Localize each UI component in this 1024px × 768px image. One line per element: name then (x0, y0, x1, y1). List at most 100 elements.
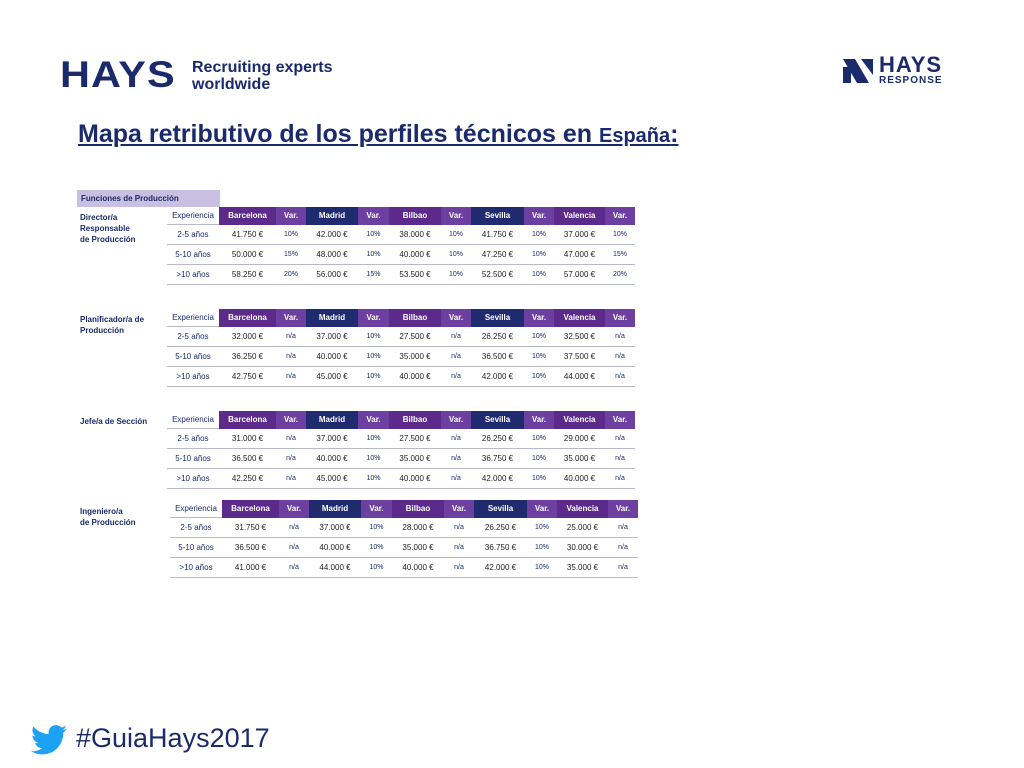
salary-cell: 36.750 € (471, 448, 524, 469)
salary-cell: 35.000 € (389, 448, 441, 469)
salary-cell: 38.000 € (389, 224, 441, 245)
experiencia-header: Experiencia (167, 411, 219, 429)
response-logo-line-1: HAYS (879, 52, 943, 77)
variable-cell: 10% (524, 448, 554, 469)
salary-cell: 36.750 € (474, 537, 527, 558)
salary-cell: 42.000 € (471, 468, 524, 489)
salary-cell: 30.000 € (557, 537, 608, 558)
hays-response-mark-icon (843, 59, 873, 83)
variable-cell: 20% (276, 264, 306, 285)
salary-cell: 40.000 € (306, 346, 358, 367)
variable-cell: 10% (605, 224, 635, 245)
salary-cell: 26.250 € (471, 326, 524, 347)
variable-cell: 10% (524, 346, 554, 367)
table-row: 2-5 años 41.750 €10% 42.000 €10% 38.000 €10… (167, 224, 635, 245)
salary-cell: 56.000 € (306, 264, 358, 285)
var-header: Var. (358, 207, 389, 225)
group-label: Planificador/a de Producción (80, 315, 145, 335)
variable-cell: 10% (358, 468, 389, 489)
table-row: 5-10 años 36.500 € n/a 40.000 €10% 35.000 € n… (167, 448, 635, 469)
salary-cell: 37.000 € (309, 517, 361, 538)
table-row: >10 años 58.250 €20% 56.000 €15% 53.500 €10… (167, 264, 635, 285)
experience-cell: >10 años (170, 557, 222, 578)
experiencia-header: Experiencia (170, 500, 222, 518)
variable-cell: n/a (605, 366, 635, 387)
city-header: Sevilla (474, 500, 527, 518)
city-header: Sevilla (471, 411, 524, 429)
variable-cell: n/a (444, 537, 474, 558)
variable-cell: n/a (276, 448, 306, 469)
group-label: Director/a Responsable de Producción (80, 213, 136, 244)
table-row: >10 años 42.750 € n/a 45.000 €10% 40.000 € n/… (167, 366, 635, 387)
variable-cell: n/a (279, 537, 309, 558)
var-header: Var. (441, 411, 471, 429)
group-label: Ingeniero/a de Producción (80, 507, 136, 527)
salary-cell: 36.500 € (219, 448, 276, 469)
variable-cell: 20% (605, 264, 635, 285)
salary-cell: 40.000 € (306, 448, 358, 469)
salary-table: Experiencia Barcelona Var. Madrid Var. Bilbao… (170, 500, 638, 578)
experience-cell: 2-5 años (167, 428, 219, 449)
variable-cell: n/a (279, 517, 309, 538)
variable-cell: 10% (358, 224, 389, 245)
salary-table: Experiencia Barcelona Var. Madrid Var. Bilbao… (167, 411, 635, 489)
city-header: Barcelona (222, 500, 279, 518)
city-header: Sevilla (471, 309, 524, 327)
variable-cell: 10% (441, 244, 471, 265)
salary-cell: 41.000 € (222, 557, 279, 578)
variable-cell: n/a (276, 346, 306, 367)
hays-logo: HAYS (60, 54, 176, 95)
salary-cell: 53.500 € (389, 264, 441, 285)
variable-cell: n/a (605, 326, 635, 347)
salary-cell: 26.250 € (471, 428, 524, 449)
salary-cell: 37.000 € (306, 326, 358, 347)
experience-cell: 5-10 años (167, 346, 219, 367)
var-header: Var. (361, 500, 392, 518)
salary-table: Experiencia Barcelona Var. Madrid Var. Bilbao… (167, 207, 635, 285)
salary-cell: 35.000 € (389, 346, 441, 367)
city-header: Barcelona (219, 207, 276, 225)
var-header: Var. (527, 500, 557, 518)
city-header: Bilbao (389, 411, 441, 429)
experiencia-header: Experiencia (167, 309, 219, 327)
salary-cell: 27.500 € (389, 428, 441, 449)
variable-cell: n/a (276, 428, 306, 449)
salary-cell: 40.000 € (554, 468, 605, 489)
salary-cell: 50.000 € (219, 244, 276, 265)
variable-cell: 10% (358, 428, 389, 449)
variable-cell: 10% (524, 244, 554, 265)
variable-cell: n/a (605, 428, 635, 449)
variable-cell: 10% (276, 224, 306, 245)
group-label: Jefe/a de Sección (80, 417, 148, 426)
variable-cell: n/a (608, 557, 638, 578)
salary-cell: 40.000 € (389, 366, 441, 387)
variable-cell: 10% (524, 264, 554, 285)
salary-cell: 26.250 € (474, 517, 527, 538)
response-logo-line-2: RESPONSE (879, 75, 943, 86)
salary-cell: 42.750 € (219, 366, 276, 387)
variable-cell: 10% (358, 448, 389, 469)
city-header: Bilbao (389, 309, 441, 327)
variable-cell: 10% (441, 224, 471, 245)
variable-cell: 10% (441, 264, 471, 285)
city-header: Madrid (306, 411, 358, 429)
variable-cell: 10% (527, 557, 557, 578)
salary-cell: 42.250 € (219, 468, 276, 489)
variable-cell: 10% (524, 224, 554, 245)
city-header: Madrid (306, 309, 358, 327)
experience-cell: 2-5 años (167, 224, 219, 245)
experience-cell: 2-5 años (170, 517, 222, 538)
city-header: Barcelona (219, 309, 276, 327)
title-country: España (598, 125, 671, 147)
var-header: Var. (441, 207, 471, 225)
salary-cell: 45.000 € (306, 366, 358, 387)
experience-cell: 2-5 años (167, 326, 219, 347)
experience-cell: 5-10 años (167, 448, 219, 469)
variable-cell: n/a (441, 428, 471, 449)
variable-cell: 10% (524, 366, 554, 387)
table-header-row: Experiencia Barcelona Var. Madrid Var. Bilbao… (167, 309, 635, 327)
variable-cell: n/a (608, 517, 638, 538)
table-row: 5-10 años 50.000 €15% 48.000 €10% 40.000 €1… (167, 244, 635, 265)
variable-cell: 15% (358, 264, 389, 285)
table-row: >10 años 42.250 € n/a 45.000 €10% 40.000 € n/… (167, 468, 635, 489)
